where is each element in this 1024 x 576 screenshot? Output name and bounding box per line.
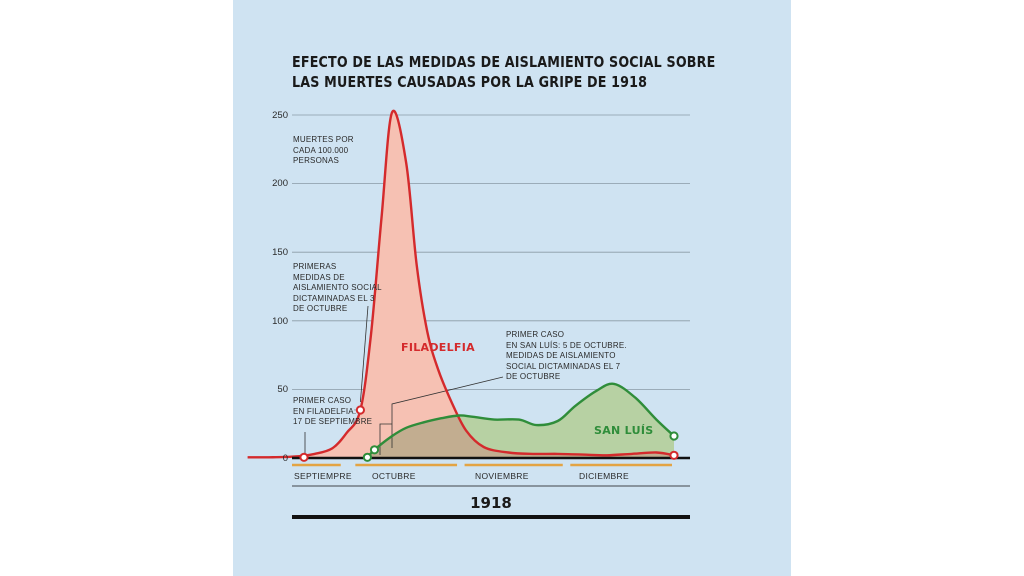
annotation-line: EN FILADELFIA: (293, 406, 357, 416)
y-tick-label: 50 (277, 384, 288, 395)
y-axis-label-line: CADA 100.000 (293, 145, 349, 155)
chart-title-line-2: LAS MUERTES CAUSADAS POR LA GRIPE DE 191… (292, 73, 648, 91)
y-tick-label: 0 (282, 453, 288, 464)
annotation-line: MEDIDAS DE (293, 272, 345, 282)
data-marker (369, 445, 380, 455)
annotation-line: SOCIAL DICTAMINADAS EL 7 (506, 361, 621, 371)
annotation-line: PRIMERAS (293, 262, 337, 271)
data-marker (669, 450, 679, 460)
month-label: DICIEMBRE (579, 471, 629, 481)
annotation-leader-line (360, 305, 369, 403)
month-label: OCTUBRE (372, 471, 416, 481)
y-axis-label: MUERTES POR CADA 100.000 PERSONAS (293, 135, 354, 167)
annotation-line: 17 DE SEPTIEMBRE (293, 417, 373, 426)
annotation-line: AISLAMIENTO SOCIAL (293, 283, 382, 292)
annotation-line: PRIMER CASO (506, 330, 565, 339)
annotation-line: DE OCTUBRE (293, 304, 348, 313)
annotation-line: MEDIDAS DE AISLAMIENTO (506, 351, 616, 360)
y-axis-label-line: MUERTES POR (293, 135, 354, 144)
series-label-filadelfia: FILADELFIA (401, 341, 475, 354)
series-label-san-luis: SAN LUÍS (594, 424, 654, 437)
annotation-first-case-san-luis: PRIMER CASO EN SAN LUÍS: 5 DE OCTUBRE. M… (506, 330, 627, 383)
annotation-line: PRIMER CASO (293, 396, 352, 405)
month-label: NOVIEMBRE (475, 471, 529, 481)
y-tick-label: 100 (272, 316, 288, 327)
y-tick-label: 200 (272, 178, 288, 189)
line-filadelfia (247, 109, 675, 459)
annotation-line: DE OCTUBRE (506, 372, 561, 381)
annotation-first-measures: PRIMERAS MEDIDAS DE AISLAMIENTO SOCIAL D… (293, 262, 382, 315)
month-label: SEPTIEMPRE (294, 471, 352, 481)
data-marker (299, 452, 309, 462)
chart-title-line-1: EFECTO DE LAS MEDIDAS DE AISLAMIENTO SOC… (292, 53, 716, 71)
line-san-luis (366, 382, 675, 459)
annotation-leader-line (391, 376, 504, 448)
y-tick-label: 250 (272, 110, 288, 121)
annotation-first-case-filadelfia: PRIMER CASO EN FILADELFIA: 17 DE SEPTIEM… (293, 396, 372, 428)
data-marker (355, 405, 365, 415)
y-axis-label-line: PERSONAS (293, 156, 340, 165)
chart-panel (233, 0, 791, 576)
y-tick-label: 150 (272, 247, 288, 258)
annotation-line: DICTAMINADAS EL 3 (293, 293, 375, 303)
data-marker (669, 431, 679, 441)
data-marker (362, 452, 372, 462)
x-axis-year-label: 1918 (470, 494, 512, 512)
annotation-line: EN SAN LUÍS: 5 DE OCTUBRE. (506, 340, 627, 350)
